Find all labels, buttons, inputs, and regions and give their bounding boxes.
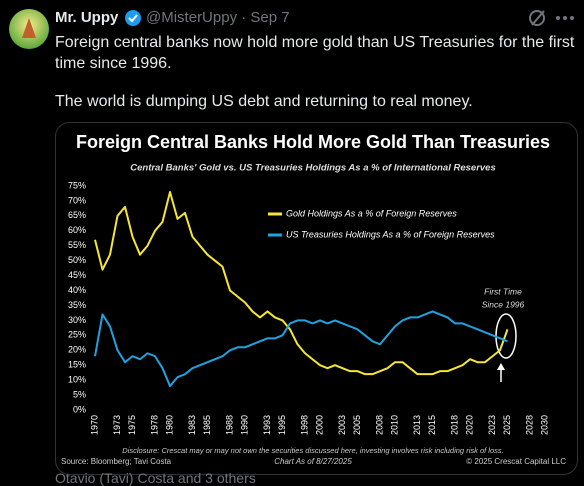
series-line [94,190,509,376]
x-tick-label: 1995 [277,415,287,435]
verified-badge [125,10,141,26]
x-tick-label: 2000 [314,415,324,435]
x-tick-label: 1978 [149,415,159,435]
y-tick-label: 10% [68,375,86,385]
chart-date: Chart As of 8/27/2025 [274,457,352,466]
y-tick-label: 5% [73,389,86,399]
x-tick-label: 2003 [337,415,347,435]
display-name[interactable]: Mr. Uppy [55,9,119,26]
y-tick-label: 30% [68,315,86,325]
x-tick-label: 1975 [127,415,137,435]
y-tick-label: 60% [68,225,86,235]
x-tick-label: 2005 [352,415,362,435]
y-tick-label: 50% [68,255,86,265]
x-tick-label: 1983 [187,415,197,435]
disclosure: Disclosure: Crescat may or may not own t… [122,446,503,455]
y-tick-label: 45% [68,270,86,280]
y-tick-label: 40% [68,285,86,295]
copyright: © 2025 Crescat Capital LLC [466,457,566,466]
x-tick-label: 1973 [112,415,122,435]
series-line [94,310,508,388]
x-tick-label: 2008 [374,415,384,435]
avatar-figure [22,18,36,38]
annotation: Since 1996 [482,299,525,309]
x-tick-label: 2025 [502,415,512,435]
y-tick-label: 65% [68,210,86,220]
x-tick-label: 2020 [464,415,474,435]
reply-info[interactable]: Otavio (Tavi) Costa and 3 others [55,470,256,486]
x-tick-label: 1993 [262,415,272,435]
x-tick-label: 2023 [487,415,497,435]
x-tick-label: 1970 [89,415,99,435]
tweet-text: The world is dumping US debt and returni… [55,93,473,110]
source: Source: Bloomberg; Tavi Costa [61,457,172,466]
y-tick-label: 25% [68,330,86,340]
legend-label: US Treasuries Holdings As a % of Foreign… [286,229,495,239]
x-tick-label: 2015 [427,415,437,435]
x-tick-label: 1990 [239,415,249,435]
x-tick-label: 1988 [224,415,234,435]
grok-icon[interactable] [529,10,545,26]
chart-title: Foreign Central Banks Hold More Gold Tha… [76,132,550,152]
x-tick-label: 2010 [389,415,399,435]
x-tick-label: 2030 [539,415,549,435]
tweet-text: Foreign central banks now hold more gold… [55,34,575,72]
x-tick-label: 2013 [412,415,422,435]
more-icon[interactable] [556,16,574,20]
y-tick-label: 0% [73,404,86,414]
annotation: First Time [484,286,522,296]
y-tick-label: 55% [68,240,86,250]
x-tick-label: 2018 [449,415,459,435]
y-tick-label: 75% [68,180,86,190]
x-tick-label: 1998 [299,415,309,435]
y-tick-label: 20% [68,345,86,355]
x-tick-label: 2028 [524,415,534,435]
x-tick-label: 1985 [202,415,212,435]
legend-label: Gold Holdings As a % of Foreign Reserves [286,208,457,218]
chart-subtitle: Central Banks' Gold vs. US Treasuries Ho… [130,163,496,174]
y-tick-label: 35% [68,300,86,310]
handle-date[interactable]: @MisterUppy · Sep 7 [146,9,290,26]
y-tick-label: 70% [68,195,86,205]
y-tick-label: 15% [68,360,86,370]
arrow [497,363,505,382]
x-tick-label: 1980 [164,415,174,435]
media-frame[interactable] [55,122,578,475]
